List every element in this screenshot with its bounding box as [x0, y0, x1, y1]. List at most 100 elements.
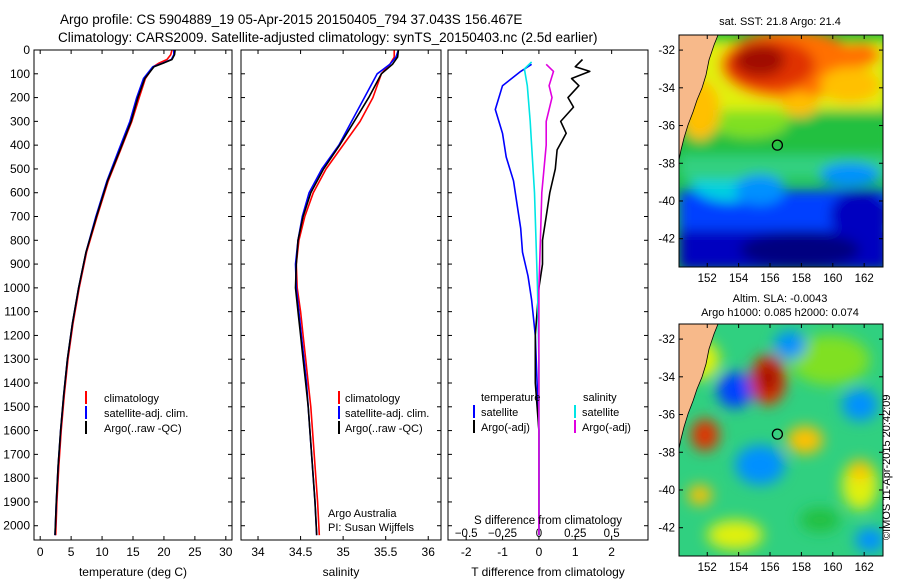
- sst-map-field: [679, 35, 883, 267]
- map-x-tick-label: 158: [792, 562, 811, 574]
- map-x-tick-label: 162: [855, 273, 874, 285]
- sst-blob: [740, 232, 860, 267]
- sla-blob: [850, 460, 870, 480]
- sla-blob: [800, 508, 840, 532]
- y-tick-label: 1900: [3, 495, 30, 509]
- map-y-tick-label: -32: [658, 334, 675, 346]
- sst-blob: [820, 67, 880, 103]
- annotation-line1: Argo Australia: [328, 508, 397, 520]
- x-tick-label: 35: [336, 545, 350, 559]
- series-line-salinity-2: [294, 50, 400, 536]
- sla-blob: [855, 528, 883, 552]
- y-tick-label: 0: [23, 43, 30, 57]
- legend-label-sal-argo: Argo(-adj): [582, 422, 631, 434]
- s-tick-label: 0.25: [564, 528, 586, 540]
- salinity-panel: 34 34.5 35 35.5 36 salinity climatology sate…: [240, 49, 442, 579]
- sla-blob: [758, 362, 778, 394]
- map-x-tick-label: 152: [698, 562, 717, 574]
- x-tick-label: 36: [422, 545, 436, 559]
- sla-blob: [688, 485, 712, 505]
- series-line-temperature-0: [54, 50, 173, 536]
- sst-map-ticks: 152 154 156 158 160 162 -32 -34 -36 -38 -40 -42: [658, 35, 883, 285]
- difference-xlabel-bottom: T difference from climatology: [471, 565, 625, 579]
- temperature-legend: climatology satellite-adj. clim. Argo(..…: [85, 391, 188, 435]
- y-tick-label: 700: [10, 210, 30, 224]
- map-x-tick-label: 160: [823, 273, 842, 285]
- map-x-tick-label: 160: [823, 562, 842, 574]
- y-tick-label: 300: [10, 114, 30, 128]
- map-y-tick-label: -38: [658, 447, 675, 459]
- legend-label-satellite: satellite-adj. clim.: [104, 408, 188, 420]
- map-y-tick-label: -42: [658, 234, 675, 246]
- x-tick-label: 0: [536, 545, 543, 559]
- sla-blob: [735, 445, 785, 485]
- series-line-difference-0: [494, 63, 540, 536]
- x-tick-label: 2: [608, 545, 615, 559]
- sst-blob: [820, 163, 880, 187]
- x-tick-label: 25: [188, 545, 202, 559]
- sla-land: [679, 324, 719, 450]
- y-tick-label: 500: [10, 162, 30, 176]
- y-tick-label: 1200: [3, 328, 30, 342]
- legend-header-salinity: salinity: [583, 392, 617, 404]
- y-tick-label: 1500: [3, 400, 30, 414]
- map-y-tick-label: -38: [658, 158, 675, 170]
- temperature-panel: 0 5 10 15 20 25 300100200300400500600700800900…: [3, 43, 233, 579]
- temperature-lines: [54, 50, 176, 536]
- sla-map-title-line2: Argo h1000: 0.085 h2000: 0.074: [701, 307, 859, 319]
- x-tick-label: 15: [126, 545, 140, 559]
- salinity-legend: climatology satellite-adj. clim. Argo(..…: [338, 391, 429, 435]
- sla-blob: [707, 520, 763, 550]
- sla-blob: [717, 372, 753, 408]
- y-tick-label: 1600: [3, 424, 30, 438]
- salinity-frame: [240, 49, 442, 541]
- map-x-tick-label: 162: [855, 562, 874, 574]
- y-tick-label: 1400: [3, 376, 30, 390]
- map-x-tick-label: 156: [760, 562, 779, 574]
- y-tick-label: 1800: [3, 471, 30, 485]
- legend-label-temp-satellite: satellite: [481, 407, 518, 419]
- temperature-xlabel: temperature (deg C): [79, 565, 187, 579]
- sst-blob: [830, 190, 883, 240]
- sla-map-ticks: 152 154 156 158 160 162 -32 -34 -36 -38 -40 -42: [658, 324, 883, 574]
- y-tick-label: 600: [10, 186, 30, 200]
- x-tick-label: 20: [157, 545, 171, 559]
- sla-blob: [774, 331, 806, 359]
- sla-blob: [842, 389, 878, 421]
- legend-label-argo: Argo(..raw -QC): [104, 423, 182, 435]
- sst-blob: [735, 175, 785, 205]
- series-line-salinity-0: [295, 50, 395, 536]
- series-line-difference-3: [538, 63, 555, 536]
- sla-map-field: [679, 324, 883, 556]
- sla-blob: [691, 419, 719, 451]
- sla-map-panel: Altim. SLA: -0.0043 Argo h1000: 0.085 h2…: [658, 293, 884, 574]
- salinity-lines: [294, 50, 400, 536]
- map-y-tick-label: -34: [658, 83, 675, 95]
- y-tick-label: 1300: [3, 352, 30, 366]
- temperature-frame: [33, 49, 233, 541]
- map-x-tick-label: 156: [760, 273, 779, 285]
- argo-location-marker: [771, 428, 784, 440]
- map-y-tick-label: -32: [658, 45, 675, 57]
- legend-label-climatology: climatology: [345, 393, 401, 405]
- sst-land: [679, 35, 719, 161]
- y-tick-label: 1100: [4, 305, 30, 319]
- figure-title-line1: Argo profile: CS 5904889_19 05-Apr-2015 …: [60, 12, 523, 27]
- y-tick-label: 400: [10, 138, 30, 152]
- difference-xlabel-top: S difference from climatology: [474, 515, 622, 527]
- x-tick-label: 35.5: [374, 545, 398, 559]
- sla-map-title-line1: Altim. SLA: -0.0043: [733, 293, 828, 305]
- x-tick-label: 34.5: [289, 545, 313, 559]
- series-line-difference-1: [534, 58, 591, 536]
- x-tick-label: 1: [572, 545, 579, 559]
- sst-blob: [782, 93, 818, 117]
- series-line-salinity-1: [294, 50, 400, 536]
- map-y-tick-label: -36: [658, 410, 675, 422]
- map-x-tick-label: 154: [729, 562, 749, 574]
- temperature-axes: 0 5 10 15 20 25 300100200300400500600700800900…: [3, 43, 233, 559]
- map-y-tick-label: -42: [658, 523, 675, 535]
- legend-label-sal-satellite: satellite: [582, 407, 619, 419]
- y-tick-label: 900: [10, 257, 30, 271]
- sst-map-frame: [678, 34, 884, 268]
